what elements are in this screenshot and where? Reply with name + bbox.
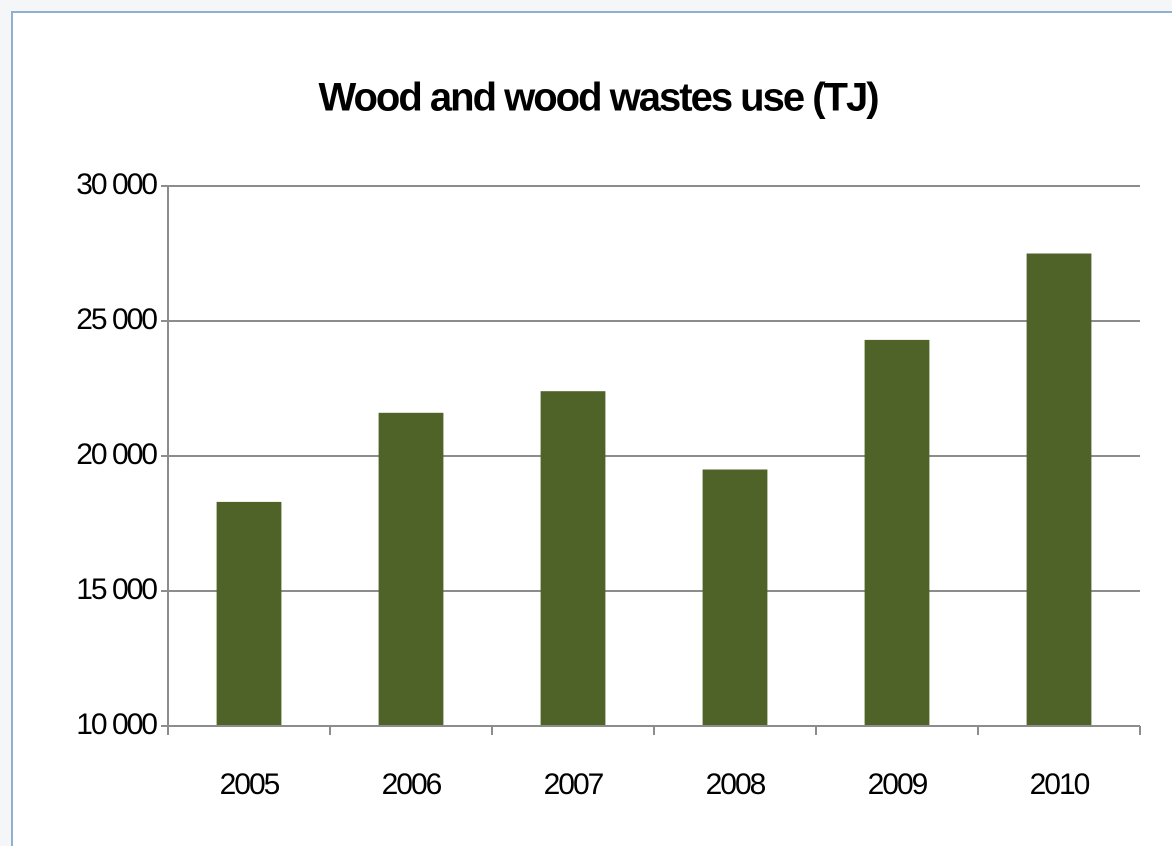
x-tick-label: 2008 xyxy=(706,768,766,801)
y-tick-label: 20 000 xyxy=(76,438,157,471)
x-tick-label: 2005 xyxy=(220,768,280,801)
x-tick-label: 2006 xyxy=(382,768,442,801)
chart-title: Wood and wood wastes use (TJ) xyxy=(318,76,878,120)
bar xyxy=(216,501,282,726)
bar xyxy=(1026,253,1092,726)
x-tick-label: 2007 xyxy=(544,768,604,801)
bar xyxy=(378,412,444,726)
y-tick-label: 10 000 xyxy=(76,708,157,741)
bar xyxy=(702,469,768,726)
bar xyxy=(864,339,930,726)
y-tick-label: 15 000 xyxy=(76,573,157,606)
x-tick-label: 2009 xyxy=(868,768,928,801)
x-tick-label: 2010 xyxy=(1030,768,1090,801)
y-tick-label: 30 000 xyxy=(76,168,157,201)
bar xyxy=(540,391,606,726)
y-tick-label: 25 000 xyxy=(76,303,157,336)
